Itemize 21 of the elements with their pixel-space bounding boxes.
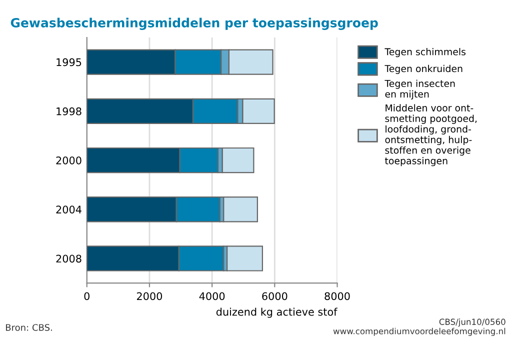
y-tick-label: 1995 xyxy=(56,58,82,66)
legend-label: Middelen voor ont- smetting pootgoed, loofdoding, grond- ontsmetting, hulp- stoffen en overige toepassingen xyxy=(384,104,477,166)
bar xyxy=(223,196,258,222)
y-tick-label: 2000 xyxy=(56,156,82,164)
text: CBS/jun10/0560 www.compendiumvoordeleefomgeving.nl xyxy=(333,318,506,336)
y-tick-label: 2008 xyxy=(56,254,82,263)
x-axis-title: duizend kg actieve stof xyxy=(216,308,338,318)
bar xyxy=(226,246,264,272)
y-tick-label: 2004 xyxy=(56,206,82,214)
bar xyxy=(222,147,254,174)
legend-label: Tegen insecten en mijten xyxy=(384,80,455,100)
x-tick-label: 4000 xyxy=(199,292,225,300)
x-tick-label: 8000 xyxy=(324,292,350,300)
legend-label: Tegen onkruiden xyxy=(384,64,462,74)
chart-title: Gewasbeschermingsmiddelen per toepassingsgroep xyxy=(10,18,378,30)
x-tick-label: 0 xyxy=(84,292,90,300)
legend-label: Tegen schimmels xyxy=(384,48,466,58)
x-tick-label: 6000 xyxy=(262,292,288,300)
y-tick-label: 1998 xyxy=(56,107,82,116)
text: Bron: CBS. xyxy=(6,324,52,331)
x-tick-label: 2000 xyxy=(136,292,162,300)
